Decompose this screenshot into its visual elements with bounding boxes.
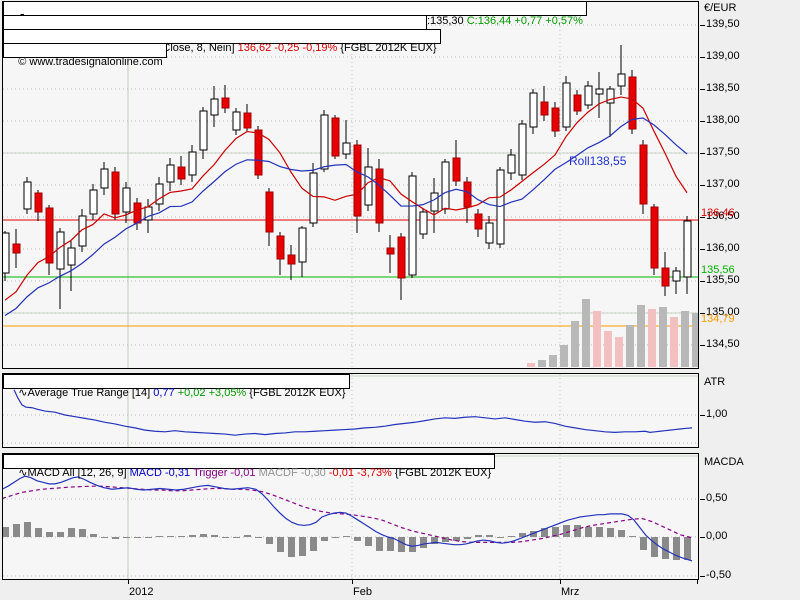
macd-tick-label: 0,00 (706, 530, 728, 542)
time-axis-label: 2012 (129, 586, 154, 598)
macd-tick-mark (700, 499, 705, 500)
time-axis-tick (697, 580, 698, 584)
atr-symbol: {FGBL 2012K EUX} (249, 387, 346, 399)
price-tick-mark (700, 185, 705, 186)
price-tick-mark (700, 249, 705, 250)
level-line-label: 134,79 (701, 313, 735, 325)
macd-value: MACD -0,31 (129, 467, 193, 479)
ma8-symbol: {FGBL 2012K EUX} (340, 42, 437, 54)
atr-legend: ∿Average True Range [14] 0,77 +0,02 +3,0… (3, 374, 350, 399)
price-tick-label: 138,50 (706, 82, 740, 94)
atr-tick-mark (700, 415, 705, 416)
price-tick-mark (700, 57, 705, 58)
macd-tick-mark (700, 537, 705, 538)
atr-axis-unit: ATR (704, 376, 726, 388)
macd-name: MACD All [12, 26, 9] (27, 467, 130, 479)
price-tick-label: 135,00 (706, 306, 740, 318)
instrument-legend: Euro-Bund 2012M [FGBL 2012K EUX Täglich]… (3, 1, 587, 27)
roll-annotation: Roll138,55 (569, 154, 627, 168)
price-tick-label: 137,00 (706, 178, 740, 190)
macd-trigger-value: Trigger -0,01 (192, 467, 259, 479)
time-axis-label: Mrz (561, 586, 580, 598)
price-tick-label: 139,00 (706, 50, 740, 62)
price-chart-canvas[interactable] (3, 2, 698, 368)
price-tick-label: 139,50 (706, 18, 740, 30)
macd-change: -0,01 -3,73% (328, 467, 395, 479)
price-tick-label: 136,00 (706, 242, 740, 254)
time-axis-label: Feb (353, 586, 372, 598)
price-tick-mark (700, 25, 705, 26)
level-line-label: 136,46 (701, 207, 735, 219)
price-tick-label: 137,50 (706, 146, 740, 158)
price-axis-unit: €/EUR (704, 2, 737, 14)
time-axis-tick (128, 580, 129, 584)
price-tick-mark (700, 153, 705, 154)
macd-axis-unit: MACDA (704, 456, 744, 468)
wave-icon: ∿ (18, 467, 28, 479)
ma8-legend: ∿Moving Average Simple(2) [Close, 8, Nei… (3, 29, 441, 54)
price-tick-mark (700, 217, 705, 218)
atr-tick-label: 1,00 (706, 408, 728, 420)
level-line-label: 135,56 (701, 264, 735, 276)
price-tick-mark (700, 89, 705, 90)
macd-panel[interactable] (2, 453, 699, 580)
copyright-label: © www.tradesignalonline.com (3, 43, 167, 68)
price-tick-label: 134,50 (706, 338, 740, 350)
price-tick-mark (700, 281, 705, 282)
atr-value: 0,77 (153, 387, 175, 399)
macd-tick-label: 0,50 (706, 492, 728, 504)
price-tick-mark (700, 121, 705, 122)
price-chart-panel[interactable] (2, 1, 699, 369)
close-value: C:136,44 +0,77 +0,57% (466, 15, 583, 27)
price-tick-label: 136,50 (706, 210, 740, 222)
price-tick-mark (700, 345, 705, 346)
macdf-value: MACDF -0,30 (258, 467, 329, 479)
copyright-text: © www.tradesignalonline.com (18, 56, 163, 68)
ma8-value: 136,62 -0,25 -0,19% (237, 42, 341, 54)
candles (3, 45, 692, 309)
macd-legend: ∿MACD All [12, 26, 9] MACD -0,31 Trigger… (3, 454, 496, 479)
macd-symbol: {FGBL 2012K EUX} (394, 467, 492, 479)
atr-name: Average True Range [14] (27, 387, 154, 399)
macd-tick-label: -0,50 (706, 569, 732, 581)
time-axis-tick (560, 580, 561, 584)
macd-tick-mark (700, 576, 705, 577)
wave-icon: ∿ (18, 387, 28, 399)
ma14-legend: ∿Moving Average Simple [Close, 14, Nein]… (3, 15, 428, 40)
atr-change: +0,02 +3,05% (174, 387, 250, 399)
time-axis-tick (352, 580, 353, 584)
price-tick-label: 138,00 (706, 114, 740, 126)
price-tick-label: 135,50 (706, 274, 740, 286)
price-tick-mark (700, 313, 705, 314)
